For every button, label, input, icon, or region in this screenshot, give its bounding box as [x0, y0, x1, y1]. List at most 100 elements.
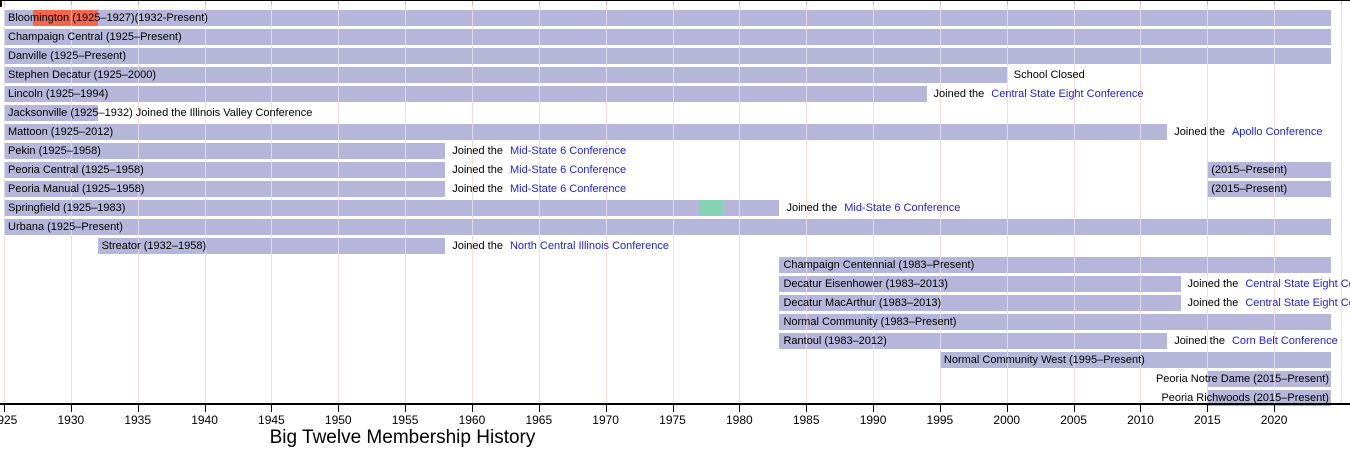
bar-urbana: [4, 219, 1331, 235]
bar-peoria-central: [4, 162, 446, 178]
note-stephen-decatur: School Closed: [1014, 67, 1085, 83]
timeline-row-champaign-centennial: Champaign Centennial (1983–Present): [0, 257, 1350, 273]
note-peoria-central: Joined the Mid-State 6 Conference: [452, 162, 626, 178]
top-left-tick: [0, 0, 2, 7]
label-champaign-centennial: Champaign Centennial (1983–Present): [783, 259, 975, 271]
axis-tick-1925: [4, 405, 5, 412]
gridline-overlay-2015: [1207, 1, 1209, 403]
timeline-row-peoria-central: (2015–Present) Peoria Central (1925–1958)…: [0, 162, 1350, 178]
axis-label-1935: 1935: [124, 413, 152, 427]
link-central-state-eight-conference[interactable]: Central State Eight Conference: [991, 88, 1144, 100]
gridline-overlay-1930: [70, 1, 72, 403]
bar-normal-community-west: [939, 352, 1331, 368]
gridline-overlay-2005: [1073, 1, 1075, 403]
axis-label-2020: 2020: [1260, 413, 1288, 427]
label-danville: Danville (1925–Present): [8, 50, 127, 62]
timeline-row-bloomington: Bloomington (1925–1927)(1932-Present): [0, 10, 1350, 26]
note-lincoln: Joined the Central State Eight Conference: [934, 86, 1144, 102]
top-tick-1945: [271, 1, 273, 5]
note-springfield: Joined the Mid-State 6 Conference: [786, 200, 960, 216]
top-tick-1960: [471, 1, 473, 5]
gridline-overlay-1980: [739, 1, 741, 403]
note-text: Joined the: [933, 88, 985, 100]
bar-bloomington-2: [33, 10, 98, 26]
timeline-row-peoria-richwoods: Peoria Richwoods (2015–Present): [0, 390, 1350, 406]
note-text: Joined the: [452, 145, 503, 157]
timeline-row-springfield: Springfield (1925–1983) Joined the Mid-Sta…: [0, 200, 1350, 216]
note-decatur-macarthur: Joined the Central State Eight Conference: [1188, 295, 1350, 311]
gridline-overlay-1995: [939, 1, 941, 403]
bar-mattoon: [4, 124, 1168, 140]
gridline-overlay-1945: [271, 1, 273, 403]
axis-tick-1935: [137, 405, 139, 412]
timeline-row-jacksonville: Jacksonville (1925–1932) Joined the Illi…: [0, 105, 1350, 121]
gridline-overlay-2020: [1274, 1, 1276, 403]
label-stephen-decatur: Stephen Decatur (1925–2000): [8, 69, 156, 81]
timeline-row-urbana: Urbana (1925–Present): [0, 219, 1350, 235]
top-tick-2010: [1140, 1, 1142, 5]
label-decatur-macarthur: Decatur MacArthur (1983–2013): [783, 297, 942, 309]
bar-peoria-central-2: (2015–Present): [1207, 162, 1331, 178]
axis-tick-1955: [405, 405, 407, 412]
link-central-state-eight-conference[interactable]: Central State Eight Conference: [1245, 278, 1350, 290]
note-text: Joined the: [452, 240, 503, 252]
gridline-overlay-1970: [605, 1, 607, 403]
top-tick-2000: [1006, 1, 1008, 5]
axis-label-2000: 2000: [993, 413, 1021, 427]
link-mid-state-6-conference[interactable]: Mid-State 6 Conference: [509, 183, 627, 195]
link-mid-state-6-conference[interactable]: Mid-State 6 Conference: [509, 164, 627, 176]
axis-tick-1975: [672, 405, 674, 412]
gridline-overlay-1960: [471, 1, 473, 403]
label-champaign-central: Champaign Central (1925–Present): [8, 31, 182, 43]
timeline-row-danville: Danville (1925–Present): [0, 48, 1350, 64]
note-peoria-manual: Joined the Mid-State 6 Conference: [452, 181, 626, 197]
gridline-overlay-1965: [538, 1, 540, 403]
bar-champaign-central: [4, 29, 1331, 45]
axis-label-1970: 1970: [592, 413, 619, 427]
timeline-row-champaign-central: Champaign Central (1925–Present): [0, 29, 1350, 45]
bar-peoria-notre-dame: [1207, 371, 1331, 387]
gridline-overlay-1935: [137, 1, 139, 403]
top-tick-1930: [70, 1, 72, 5]
label-peoria-richwoods: Peoria Richwoods (2015–Present): [1161, 392, 1329, 404]
top-tick-2025: [1341, 1, 1342, 5]
axis-label-1960: 1960: [458, 413, 486, 427]
link-mid-state-6-conference[interactable]: Mid-State 6 Conference: [844, 202, 961, 214]
note-streator: Joined the North Central Illinois Confere…: [452, 238, 669, 254]
top-tick-1985: [806, 1, 808, 5]
top-tick-1995: [939, 1, 941, 5]
label-normal-community: Normal Community (1983–Present): [783, 316, 957, 328]
top-tick-1925: [4, 1, 5, 5]
top-tick-1955: [405, 1, 407, 5]
link-north-central-illinois-conference[interactable]: North Central Illinois Conference: [509, 240, 669, 252]
top-tick-1970: [605, 1, 607, 5]
timeline-row-mattoon: Mattoon (1925–2012) Joined the Apollo Conf…: [0, 124, 1350, 140]
axis-tick-1940: [204, 405, 206, 412]
axis-label-1930: 1930: [57, 413, 85, 427]
axis-tick-2020: [1274, 405, 1276, 412]
note-text: Joined the: [452, 164, 503, 176]
axis-label-1975: 1975: [659, 413, 686, 427]
link-corn-belt-conference[interactable]: Corn Belt Conference: [1231, 335, 1338, 347]
bar-springfield-2: [699, 200, 724, 216]
label-decatur-eisenhower: Decatur Eisenhower (1983–2013): [783, 278, 948, 290]
axis-label-1925: 1925: [0, 413, 18, 427]
axis-label-1950: 1950: [324, 413, 352, 427]
label-lincoln: Lincoln (1925–1994): [8, 88, 109, 100]
gridline-overlay-1975: [672, 1, 674, 403]
axis-tick-2000: [1006, 405, 1008, 412]
bar-danville: [4, 48, 1331, 64]
axis-label-1980: 1980: [725, 413, 753, 427]
chart-title: Big Twelve Membership History: [269, 427, 536, 448]
link-mid-state-6-conference[interactable]: Mid-State 6 Conference: [509, 145, 627, 157]
note-text: Joined the: [452, 183, 503, 195]
axis-tick-1960: [471, 405, 473, 412]
link-central-state-eight-conference[interactable]: Central State Eight Conference: [1245, 297, 1350, 309]
top-tick-2005: [1073, 1, 1075, 5]
note-text: Joined the: [1174, 335, 1225, 347]
bar-lincoln: [4, 86, 927, 102]
note-mattoon: Joined the Apollo Conference: [1174, 124, 1322, 140]
link-apollo-conference[interactable]: Apollo Conference: [1231, 126, 1323, 138]
gridline-overlay-1985: [806, 1, 808, 403]
